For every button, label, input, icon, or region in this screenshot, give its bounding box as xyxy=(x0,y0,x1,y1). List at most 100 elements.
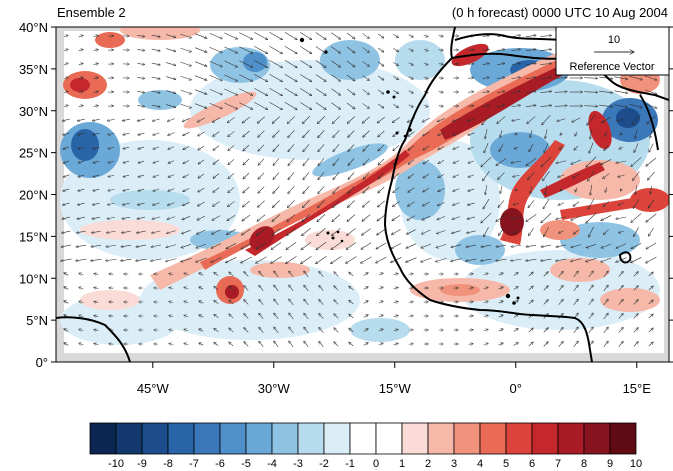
wind-vector xyxy=(303,172,310,179)
wind-vector xyxy=(258,130,265,138)
wind-vector xyxy=(483,226,489,237)
colorbar-label: 4 xyxy=(477,458,483,470)
wind-vector xyxy=(541,244,552,247)
wind-vector xyxy=(180,33,192,38)
wind-vector xyxy=(393,90,398,93)
wind-vector xyxy=(319,341,324,347)
colorbar: -10 -9 -8 -7 -6 -5 -4 -3 -2 -1 0 1 2 3 4 5 6 7 8 9 10 xyxy=(89,422,642,470)
wind-vector xyxy=(393,48,398,51)
wind-vector xyxy=(437,118,445,121)
wind-vector xyxy=(468,78,474,79)
wind-vector xyxy=(213,173,220,179)
wind-vector xyxy=(286,242,297,249)
wind-vector xyxy=(79,301,84,303)
wind-vector xyxy=(331,74,340,82)
lat-tick-label: 20°N xyxy=(19,188,48,203)
wind-vector xyxy=(500,130,503,137)
wind-vector xyxy=(618,299,624,305)
wind-vector xyxy=(451,244,462,248)
wind-vector xyxy=(648,328,654,333)
colorbar-swatch xyxy=(349,422,377,455)
wind-vector xyxy=(468,344,474,345)
wind-vector xyxy=(123,133,130,135)
wind-vector xyxy=(437,216,446,219)
colorbar-label: 6 xyxy=(529,458,535,470)
wind-vector xyxy=(168,132,175,136)
wind-vector xyxy=(422,201,430,206)
wind-vector xyxy=(166,258,177,262)
wind-vector xyxy=(153,174,160,177)
wind-vector xyxy=(332,200,340,207)
wind-vector xyxy=(513,328,519,332)
wind-vector xyxy=(483,273,489,274)
wind-vector xyxy=(331,256,342,263)
wind-vector xyxy=(334,272,339,277)
wind-vector xyxy=(229,286,234,291)
wind-vector xyxy=(560,133,562,135)
wind-vector xyxy=(239,46,252,54)
wind-vector xyxy=(183,146,190,149)
wind-vector xyxy=(618,341,624,347)
wind-vector xyxy=(269,32,282,39)
wind-vector xyxy=(393,145,400,150)
wind-vector xyxy=(257,116,265,124)
wind-vector xyxy=(438,78,444,79)
wind-vector xyxy=(498,315,504,317)
wind-vector xyxy=(421,243,432,248)
wind-vector xyxy=(650,185,652,194)
wind-vector xyxy=(92,119,100,121)
wind-vector xyxy=(152,118,160,121)
colorbar-label: 0 xyxy=(373,458,379,470)
wind-vector xyxy=(584,78,597,79)
colorbar-swatch xyxy=(375,422,403,455)
wind-vector xyxy=(525,105,536,106)
wind-vector xyxy=(303,144,310,151)
wind-vector xyxy=(196,257,207,262)
wind-vector xyxy=(423,187,430,192)
wind-vector xyxy=(166,244,177,248)
wind-vector xyxy=(603,271,609,278)
wind-vector xyxy=(242,200,250,207)
wind-vector xyxy=(244,328,249,333)
wind-vector xyxy=(349,314,354,319)
wind-vector xyxy=(423,159,430,164)
wind-vector xyxy=(363,130,370,138)
wind-vector xyxy=(648,171,655,180)
wind-vector xyxy=(423,173,430,178)
wind-vector xyxy=(481,212,492,223)
wind-vector xyxy=(300,74,311,81)
wind-vector xyxy=(333,130,340,137)
wind-vector xyxy=(644,103,657,108)
wind-vector xyxy=(138,189,145,191)
wind-vector xyxy=(361,256,372,264)
wind-vector xyxy=(515,133,517,135)
wind-vector xyxy=(377,103,384,108)
wind-vector xyxy=(107,203,115,205)
wind-vector xyxy=(209,60,223,66)
wind-vector xyxy=(317,214,326,221)
wind-vector xyxy=(78,77,84,78)
wind-vector xyxy=(451,230,461,234)
wind-vector xyxy=(287,116,295,123)
wind-vector xyxy=(274,313,279,320)
wind-vector xyxy=(407,201,415,207)
wind-vector xyxy=(558,299,564,305)
wind-vector xyxy=(482,77,490,78)
wind-vector xyxy=(316,256,327,263)
wind-vector xyxy=(362,33,370,38)
wind-vector xyxy=(229,272,234,277)
wind-vector xyxy=(197,117,205,122)
wind-vector xyxy=(393,34,398,37)
wind-vector xyxy=(498,172,505,179)
wind-vector xyxy=(526,158,537,165)
wind-vector xyxy=(528,286,534,291)
wind-vector xyxy=(93,147,100,149)
wind-vector xyxy=(196,243,207,248)
wind-vector xyxy=(571,244,582,248)
wind-vector xyxy=(408,90,414,93)
wind-vector xyxy=(438,92,444,93)
wind-vector xyxy=(254,74,267,81)
wind-vector xyxy=(288,172,295,179)
wind-vector xyxy=(346,60,355,67)
wind-vector xyxy=(93,78,99,79)
